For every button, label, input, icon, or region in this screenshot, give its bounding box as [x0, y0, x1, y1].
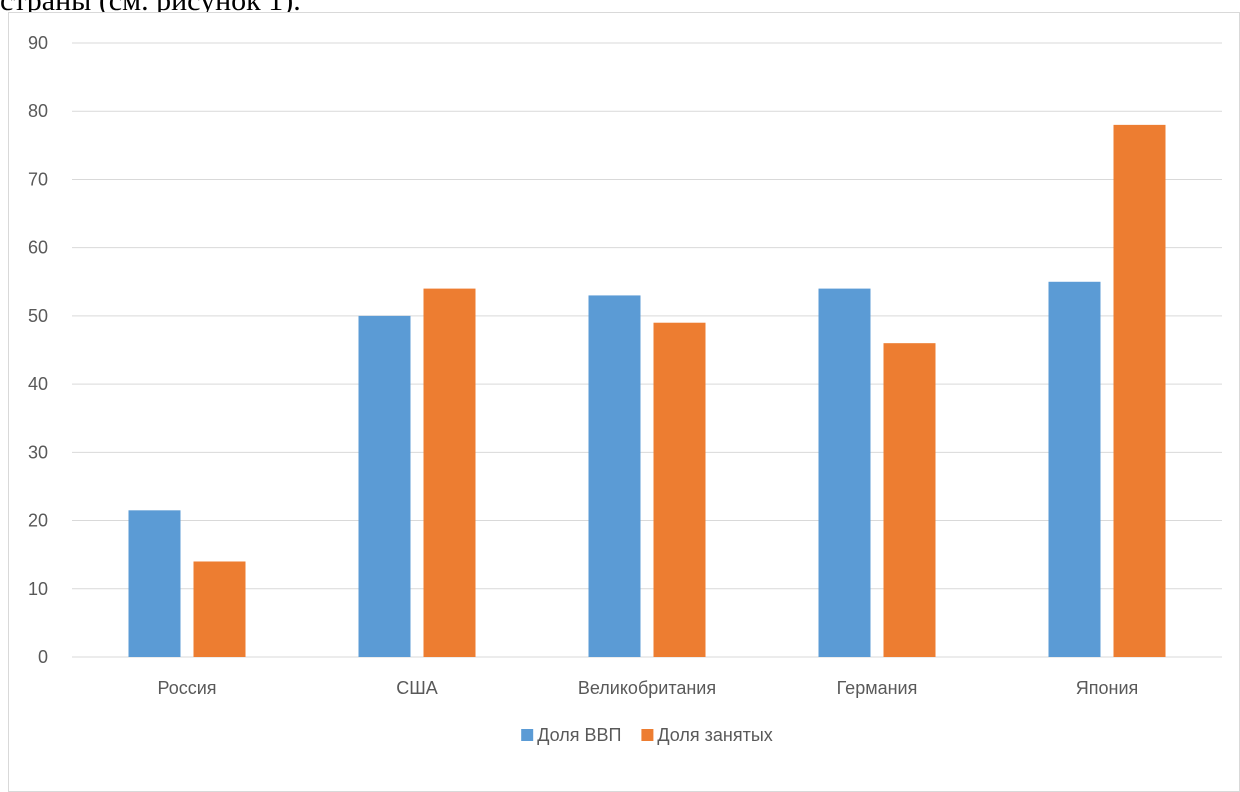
- legend-label-employment-share: Доля занятых: [657, 725, 772, 745]
- x-tick-label: Япония: [1076, 678, 1139, 698]
- bar-gdp-share: [358, 315, 411, 657]
- bar-chart: 0 10 20 30 40 50 60 70 80 90 Россия США Великобритан…: [28, 33, 1222, 745]
- y-tick-label: 60: [28, 238, 48, 258]
- bar-gdp-share: [128, 510, 181, 657]
- x-tick-label: США: [396, 678, 438, 698]
- bar-gdp-share: [588, 295, 641, 657]
- x-tick-label: Германия: [837, 678, 918, 698]
- y-tick-label: 30: [28, 442, 48, 462]
- x-tick-label: Великобритания: [578, 678, 716, 698]
- bar-employment-share: [1113, 124, 1166, 657]
- y-tick-label: 0: [38, 647, 48, 667]
- y-tick-label: 70: [28, 169, 48, 189]
- bar-employment-share: [423, 288, 476, 657]
- bar-gdp-share: [1048, 281, 1101, 657]
- y-tick-label: 40: [28, 374, 48, 394]
- y-tick-label: 50: [28, 306, 48, 326]
- y-tick-label: 10: [28, 579, 48, 599]
- y-tick-label: 80: [28, 101, 48, 121]
- bar-employment-share: [883, 343, 936, 657]
- bar-employment-share: [653, 322, 706, 657]
- y-tick-label: 90: [28, 33, 48, 53]
- bar-employment-share: [193, 561, 246, 657]
- legend-swatch-employment-share: [641, 729, 654, 741]
- x-tick-label: Россия: [157, 678, 216, 698]
- y-tick-label: 20: [28, 511, 48, 531]
- legend-swatch-gdp-share: [521, 729, 534, 741]
- bar-gdp-share: [818, 288, 871, 657]
- legend-label-gdp-share: Доля ВВП: [537, 725, 621, 745]
